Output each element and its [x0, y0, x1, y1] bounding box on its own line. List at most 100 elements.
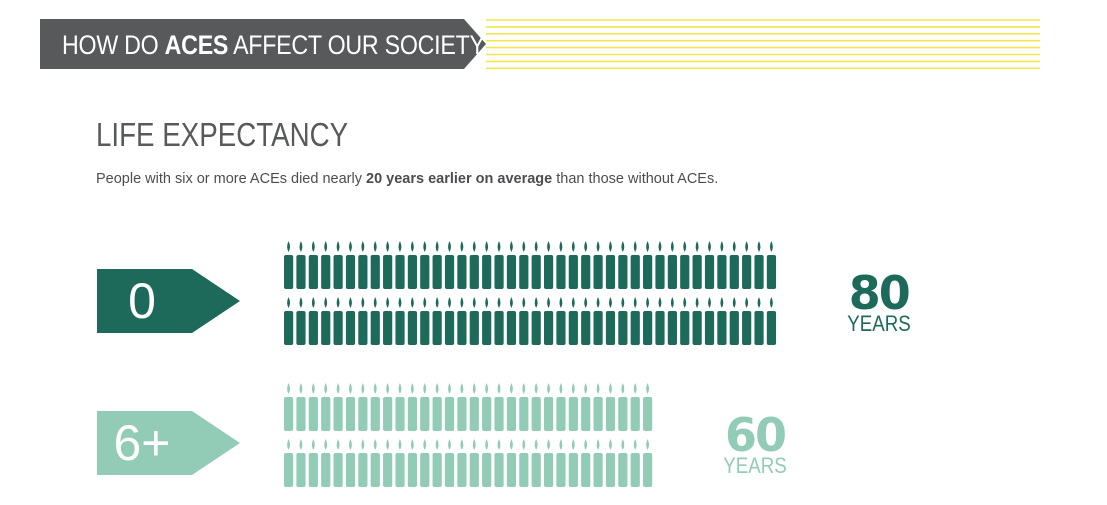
candle-icon	[482, 297, 492, 345]
candle-icon	[296, 383, 306, 431]
candle-flame	[534, 383, 538, 394]
candle-icon	[742, 241, 752, 289]
candle-flame	[695, 297, 699, 308]
candle-body	[457, 255, 467, 289]
candle-body	[717, 255, 727, 289]
candle-body	[506, 397, 517, 431]
candle-flame	[349, 439, 352, 450]
candle-body	[729, 255, 739, 289]
candle-body	[432, 255, 442, 289]
candle-body	[383, 397, 393, 431]
candle-flame	[646, 383, 650, 394]
candle-flame	[547, 383, 550, 394]
candle-body	[395, 255, 405, 289]
candle-flame	[584, 297, 588, 308]
candle-icon	[729, 241, 739, 289]
candle-body	[482, 311, 492, 345]
candle-flame	[386, 439, 390, 450]
candle-flame	[621, 439, 625, 450]
candle-flame	[485, 439, 489, 450]
candle-body	[506, 255, 517, 289]
candle-flame	[410, 297, 414, 308]
candle-flame	[732, 241, 736, 252]
candle-icon	[531, 241, 541, 289]
section-title: LIFE EXPECTANCY	[96, 116, 349, 153]
candle-body	[519, 397, 529, 431]
candle-flame	[683, 297, 687, 308]
candle-body	[655, 311, 665, 345]
candle-icon	[383, 439, 393, 487]
subtitle-post: than those without ACEs.	[552, 171, 719, 187]
candle-flame	[373, 439, 377, 450]
candle-flame	[435, 439, 439, 450]
candle-flame	[423, 297, 427, 308]
candle-flame	[571, 241, 575, 252]
candle-flame	[472, 241, 476, 252]
candle-body	[345, 453, 356, 487]
candle-body	[618, 397, 628, 431]
candle-flame	[361, 297, 365, 308]
candle-flame	[708, 241, 711, 252]
candle-body	[407, 311, 417, 345]
candle-body	[754, 255, 764, 289]
candle-icon	[494, 241, 504, 289]
candle-body	[482, 255, 492, 289]
candle-body	[370, 255, 380, 289]
candle-body	[333, 255, 343, 289]
candle-icon	[469, 383, 479, 431]
candle-icon	[444, 439, 455, 487]
candle-flame	[373, 241, 377, 252]
candle-body	[383, 453, 393, 487]
candle-flame	[522, 241, 526, 252]
candle-body	[370, 453, 380, 487]
candle-icon	[308, 241, 318, 289]
candle-flame	[448, 297, 451, 308]
candle-flame	[398, 383, 402, 394]
banner-stripes	[486, 19, 1040, 69]
candle-body	[469, 255, 479, 289]
candle-flame	[609, 241, 612, 252]
candle-flame	[324, 297, 328, 308]
candle-body	[618, 311, 628, 345]
candle-flame	[509, 383, 513, 394]
candle-body	[308, 453, 318, 487]
candle-icon	[432, 241, 442, 289]
candle-icon	[407, 297, 417, 345]
candle-flame	[646, 439, 650, 450]
candle-icon	[407, 439, 417, 487]
candle-icon	[506, 439, 517, 487]
candle-flame	[509, 241, 513, 252]
candle-body	[308, 397, 318, 431]
candle-flame	[324, 241, 328, 252]
candle-icon	[593, 383, 603, 431]
candle-body	[531, 255, 541, 289]
candle-body	[519, 255, 529, 289]
candle-flame	[324, 383, 328, 394]
candle-body	[407, 453, 417, 487]
candle-icon	[556, 297, 566, 345]
candle-icon	[482, 383, 492, 431]
candle-icon	[618, 439, 628, 487]
candle-flame	[410, 241, 414, 252]
candle-flame	[410, 439, 414, 450]
candle-body	[531, 397, 541, 431]
candle-icon	[383, 241, 393, 289]
candle-flame	[596, 383, 600, 394]
candle-body	[630, 397, 640, 431]
candle-body	[395, 397, 405, 431]
candle-icon	[506, 297, 517, 345]
candle-flame	[336, 439, 340, 450]
candle-body	[494, 453, 504, 487]
candle-icon	[568, 241, 578, 289]
candle-icon	[593, 241, 603, 289]
candle-flame	[398, 297, 402, 308]
candle-flame	[311, 241, 315, 252]
candle-flame	[633, 439, 637, 450]
candle-icon	[321, 297, 331, 345]
candle-body	[383, 255, 393, 289]
candle-body	[482, 397, 492, 431]
candle-body	[321, 311, 331, 345]
candle-flame	[386, 297, 390, 308]
candle-icon	[370, 297, 380, 345]
candle-flame	[720, 297, 724, 308]
